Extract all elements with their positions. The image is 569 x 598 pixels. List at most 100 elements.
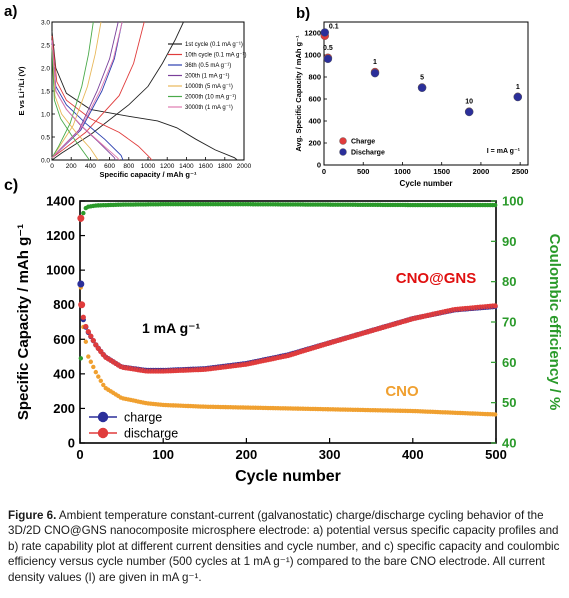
x-tick-label: 1500 xyxy=(433,167,450,176)
y2-tick-label: 40 xyxy=(502,436,516,451)
data-point xyxy=(464,107,474,117)
series-line-discharge xyxy=(51,40,120,161)
y-tick-label: 800 xyxy=(53,297,75,312)
x-tick-label: 0 xyxy=(76,447,83,462)
y-tick-label: 1200 xyxy=(304,29,321,38)
rate-annotation: 10 xyxy=(465,99,473,106)
x-tick-label: 100 xyxy=(152,447,174,462)
y-tick-label: 1.5 xyxy=(41,88,50,95)
legend-entry: 10th cycle (0.1 mA g⁻¹) xyxy=(185,53,247,59)
y-tick-label: 3.0 xyxy=(41,19,50,26)
y-tick-label: 400 xyxy=(308,117,321,126)
efficiency-point xyxy=(492,202,498,208)
panel-label: c) xyxy=(4,177,18,194)
series-line-charge xyxy=(51,21,123,159)
x-tick-label: 500 xyxy=(485,447,507,462)
x-tick-label: 1400 xyxy=(179,163,194,170)
rate-annotation: 0.1 xyxy=(329,23,339,30)
x-tick-label: 0 xyxy=(322,167,326,176)
series-line-charge xyxy=(51,21,145,159)
y-tick-label: 0.0 xyxy=(41,157,50,164)
y-tick-label: 0.5 xyxy=(41,134,50,141)
y-axis-label: Avg. Specific Capacity / mAh g⁻¹ xyxy=(294,35,303,152)
y2-tick-label: 50 xyxy=(502,395,516,410)
y-tick-label: 1200 xyxy=(46,228,75,243)
series-line-charge xyxy=(51,21,94,158)
y-tick-label: 0 xyxy=(68,436,75,451)
x-axis-label: Cycle number xyxy=(235,468,341,485)
y-tick-label: 1400 xyxy=(46,194,75,209)
legend-marker xyxy=(339,137,347,145)
legend-marker xyxy=(97,427,109,439)
x-tick-label: 2000 xyxy=(473,167,490,176)
cno-point xyxy=(86,354,91,359)
discharge-point xyxy=(80,314,86,320)
rate-annotation: 0.5 xyxy=(323,45,333,52)
y-tick-label: 600 xyxy=(308,95,321,104)
y2-tick-label: 90 xyxy=(502,234,516,249)
efficiency-point xyxy=(78,356,84,361)
series-line-discharge xyxy=(51,49,90,161)
x-axis-label: Specific capacity / mAh g⁻¹ xyxy=(100,170,197,179)
legend-entry: 1000th (5 mA g⁻¹) xyxy=(185,84,233,90)
plot-frame xyxy=(323,21,529,166)
panel-a: a) 0 200 400 600 800 1000 1200 1400 1600 1800 2000 0… xyxy=(4,3,252,179)
rate-annotation: 1 xyxy=(373,59,377,66)
x-tick-label: 2000 xyxy=(237,163,252,170)
y2-tick-label: 80 xyxy=(502,274,516,289)
y2-axis-label: Coulombic efficiency / % xyxy=(546,234,563,411)
data-point xyxy=(370,68,380,78)
cno-point xyxy=(93,369,99,375)
legend-marker xyxy=(339,148,347,156)
cno-point xyxy=(91,364,96,370)
y-tick-label: 1.0 xyxy=(41,111,50,118)
y-tick-label: 200 xyxy=(53,401,75,416)
y2-tick-label: 100 xyxy=(502,194,524,209)
caption-label: Figure 6. xyxy=(8,509,57,522)
x-tick-label: 1000 xyxy=(141,163,156,170)
y-tick-label: 600 xyxy=(53,332,75,347)
discharge-point xyxy=(90,337,96,344)
y-tick-label: 2.0 xyxy=(41,65,50,72)
data-point xyxy=(323,54,333,64)
current-density-note: I = mA g⁻¹ xyxy=(487,148,521,155)
x-tick-label: 2500 xyxy=(512,167,529,176)
x-tick-label: 200 xyxy=(66,163,77,170)
discharge-point xyxy=(83,323,89,330)
data-point xyxy=(417,83,427,92)
y-axis-label: E vs Li⁺/Li (V) xyxy=(17,66,26,115)
x-tick-label: 1200 xyxy=(160,163,175,170)
x-tick-label: 200 xyxy=(236,447,258,462)
cno-label: CNO xyxy=(385,383,419,400)
discharge-point xyxy=(85,329,91,335)
x-tick-label: 1000 xyxy=(394,167,411,176)
figure-caption: Figure 6. Ambient temperature constant-c… xyxy=(8,508,561,585)
current-density-label: 1 mA g⁻¹ xyxy=(142,320,201,336)
series-line-charge xyxy=(51,21,119,159)
series-line-charge xyxy=(51,21,102,158)
y-tick-label: 200 xyxy=(308,139,321,148)
cno-point xyxy=(101,382,106,388)
series-line-discharge xyxy=(51,44,99,161)
legend-entry: 36th (0.5 mA g⁻¹) xyxy=(185,63,231,69)
efficiency-point xyxy=(81,210,86,216)
x-tick-label: 0 xyxy=(50,163,54,170)
legend-entry: 3000th (1 mA g⁻¹) xyxy=(185,105,233,111)
cno-point xyxy=(492,412,498,417)
rate-annotation: 5 xyxy=(420,74,424,81)
panel-label: a) xyxy=(4,3,17,20)
y-tick-label: 400 xyxy=(53,366,75,381)
cno-gns-label: CNO@GNS xyxy=(396,270,476,287)
x-tick-label: 300 xyxy=(319,447,341,462)
panel-c: c) 0 100 200 300 400 500 0 200 400 600 800 1000 1200 1… xyxy=(4,177,563,485)
caption-text: Ambient temperature constant-current (ga… xyxy=(8,509,560,584)
rate-annotation: 1 xyxy=(516,84,520,91)
cno-point xyxy=(98,378,104,383)
cno-point xyxy=(96,374,101,379)
legend-entry: discharge xyxy=(124,427,178,441)
discharge-point xyxy=(492,303,498,309)
data-point xyxy=(513,92,522,102)
x-tick-label: 1800 xyxy=(218,163,233,170)
charge-point xyxy=(77,280,85,288)
x-axis-label: Cycle number xyxy=(400,179,453,188)
